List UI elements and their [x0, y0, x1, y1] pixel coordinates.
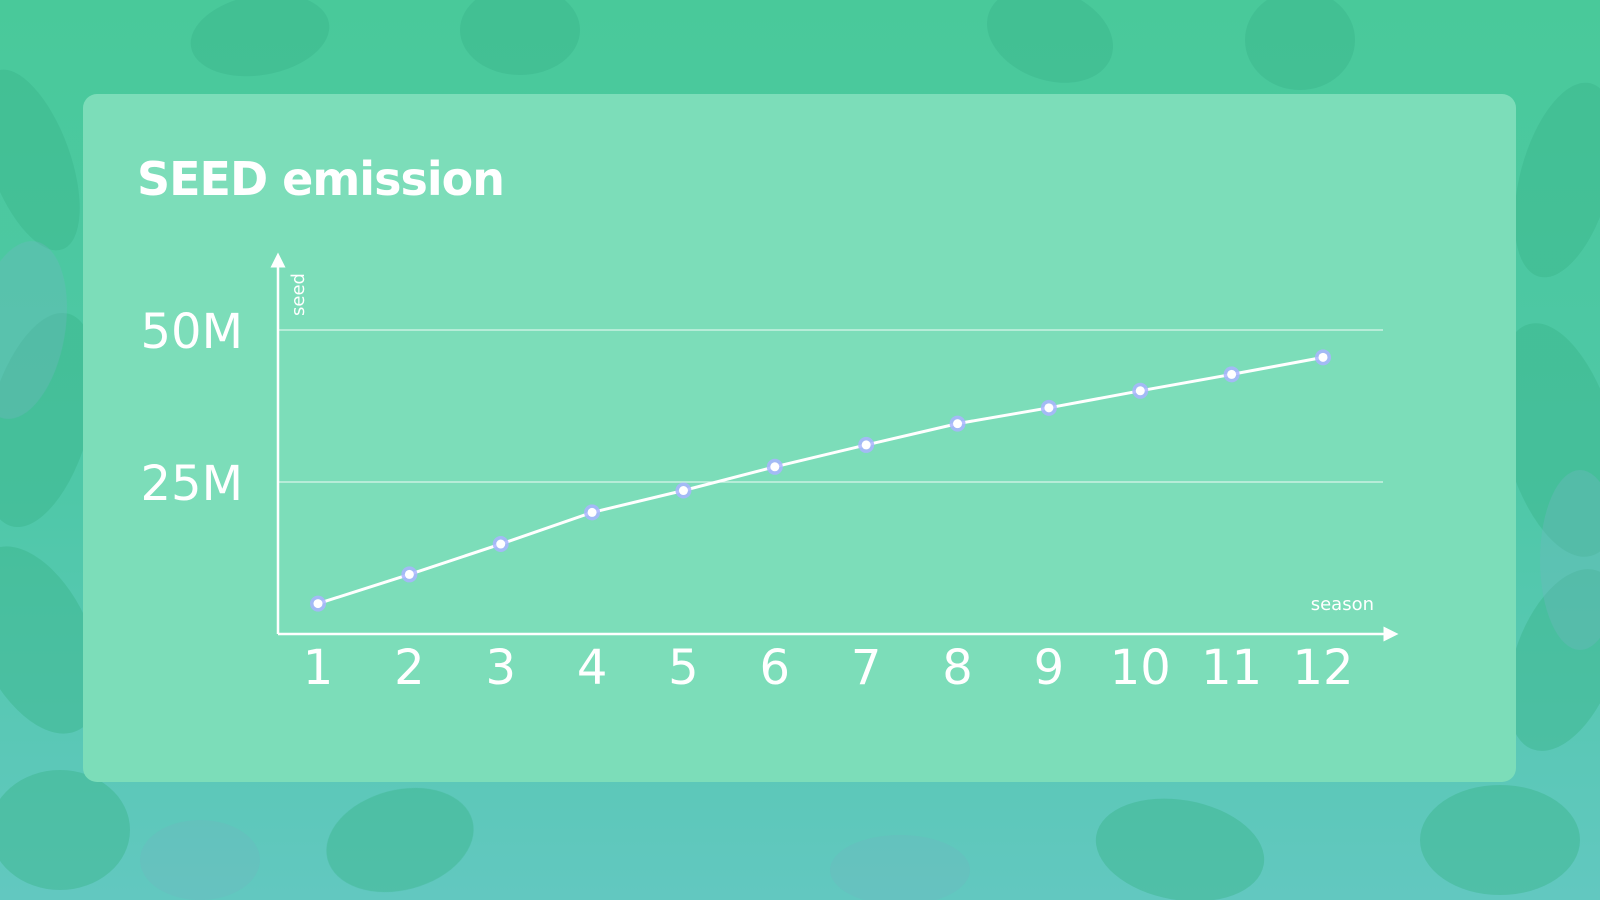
x-tick-label: 8 [942, 640, 973, 696]
x-tick-label: 2 [394, 640, 425, 696]
data-point [401, 566, 418, 583]
chart-title: SEED emission [137, 152, 505, 206]
x-tick-label: 1 [303, 640, 334, 696]
data-point [1223, 366, 1240, 383]
x-tick-label: 4 [577, 640, 608, 696]
data-point [310, 595, 326, 612]
x-tick-label: 10 [1110, 640, 1171, 696]
x-tick-label: 5 [668, 640, 699, 696]
x-axis-label: season [1311, 594, 1374, 615]
x-tick-label: 7 [851, 640, 882, 696]
data-point [1040, 399, 1057, 416]
data-point [675, 482, 692, 499]
data-point [1315, 349, 1331, 366]
x-tick-label: 12 [1292, 640, 1353, 696]
grid-lines [278, 329, 1383, 483]
x-tick-label: 11 [1201, 640, 1262, 696]
x-tick-label: 6 [760, 640, 791, 696]
data-point [584, 504, 601, 521]
y-tick-label: 50M [141, 304, 244, 360]
data-point [949, 415, 966, 432]
series-line [317, 355, 1324, 606]
x-tick-label: 3 [485, 640, 516, 696]
x-tick-label: 9 [1034, 640, 1065, 696]
y-axis-label: seed [288, 273, 309, 316]
data-point [1132, 382, 1149, 399]
data-point [858, 436, 875, 453]
y-tick-label: 25M [141, 456, 244, 512]
data-point [766, 458, 783, 475]
data-point [492, 536, 509, 553]
